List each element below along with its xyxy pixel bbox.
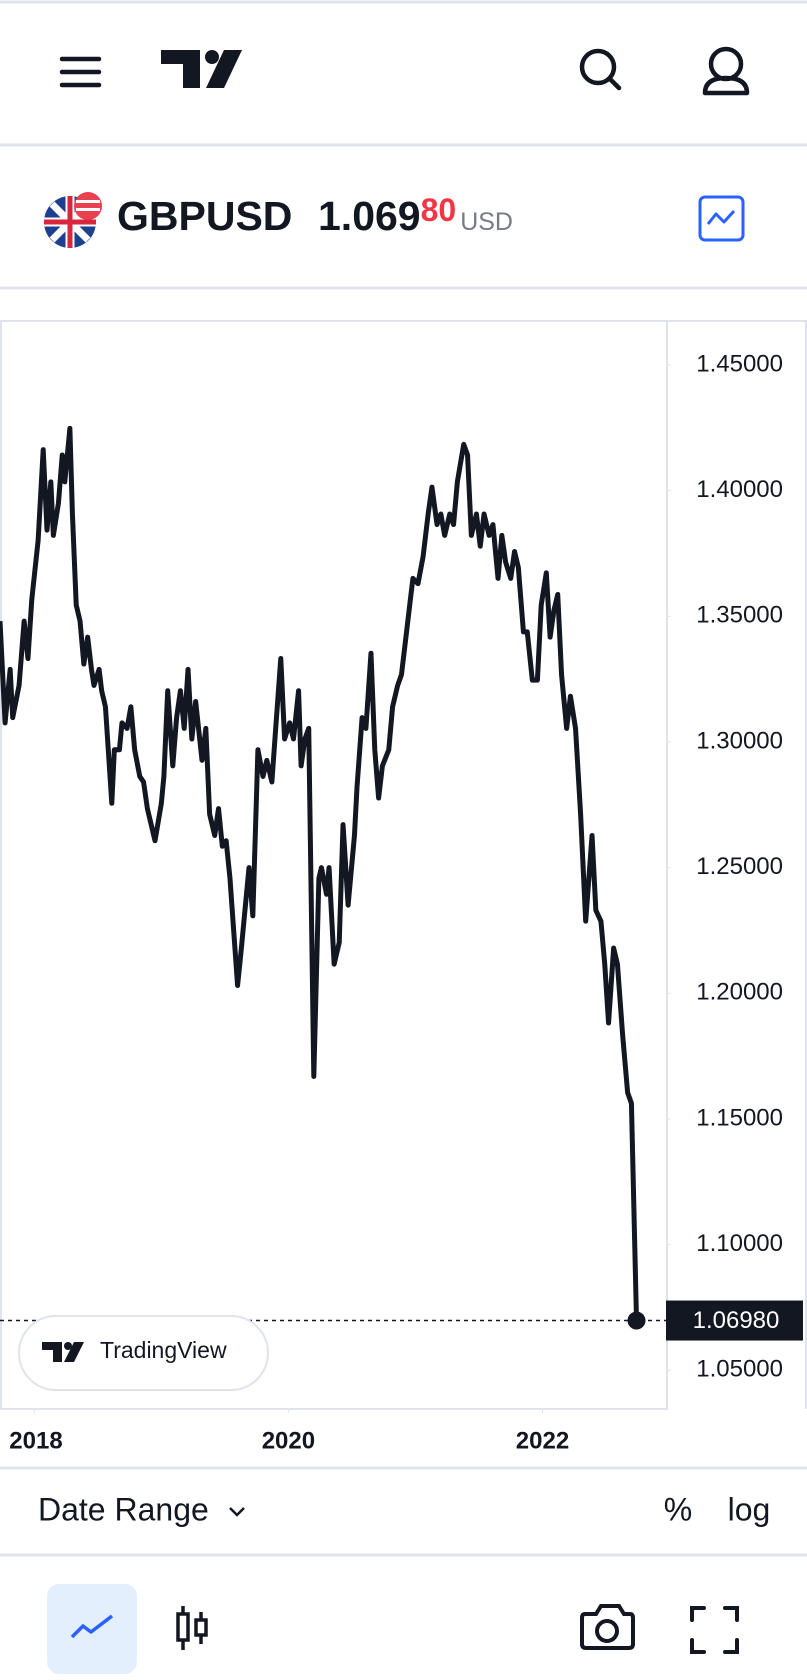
last-point bbox=[627, 1311, 646, 1330]
price: 1.06980 USD bbox=[318, 192, 513, 238]
ticker: GBPUSD bbox=[117, 193, 292, 239]
log-toggle[interactable]: log bbox=[728, 1491, 771, 1527]
date-range-label: Date Range bbox=[38, 1491, 209, 1527]
line-style-button[interactable] bbox=[47, 1584, 137, 1674]
watermark-text: TradingView bbox=[100, 1337, 227, 1363]
price-highlight: 80 bbox=[421, 192, 457, 228]
user-button[interactable] bbox=[702, 46, 750, 96]
chart-type-button[interactable] bbox=[698, 195, 745, 242]
snapshot-button[interactable] bbox=[580, 1604, 635, 1650]
currency: USD bbox=[460, 208, 513, 236]
y-tick-label: 1.35000 bbox=[696, 602, 783, 629]
y-tick-label: 1.25000 bbox=[696, 853, 783, 880]
last-price-label: 1.06980 bbox=[693, 1307, 780, 1334]
y-tick-label: 1.15000 bbox=[696, 1104, 783, 1131]
y-tick-label: 1.30000 bbox=[696, 727, 783, 754]
menu-button[interactable] bbox=[59, 56, 102, 88]
price-line bbox=[0, 425, 640, 1321]
fullscreen-button[interactable] bbox=[690, 1606, 739, 1654]
search-button[interactable] bbox=[579, 48, 622, 91]
flag-icon bbox=[44, 192, 102, 248]
plot-frame bbox=[0, 320, 668, 1410]
candle-style-button[interactable] bbox=[176, 1606, 208, 1650]
x-tick-label: 2022 bbox=[516, 1427, 569, 1454]
plot: 1.05000 1.10000 1.15000 1.20000 1.25000 1.300… bbox=[0, 350, 803, 1454]
last-price-box bbox=[666, 1300, 803, 1341]
y-tick-label: 1.20000 bbox=[696, 979, 783, 1006]
y-tick-label: 1.40000 bbox=[696, 476, 783, 503]
price-main: 1.069 bbox=[318, 193, 421, 239]
y-tick-label: 1.10000 bbox=[696, 1230, 783, 1257]
logo[interactable] bbox=[161, 50, 242, 88]
x-tick-label: 2020 bbox=[262, 1427, 315, 1454]
watermark[interactable]: TradingView bbox=[18, 1315, 269, 1391]
date-range-button[interactable]: Date Range bbox=[38, 1491, 245, 1527]
percent-toggle[interactable]: % bbox=[664, 1491, 692, 1527]
y-tick-label: 1.05000 bbox=[696, 1356, 783, 1383]
y-tick-label: 1.45000 bbox=[696, 350, 783, 377]
x-tick-label: 2018 bbox=[9, 1427, 62, 1454]
